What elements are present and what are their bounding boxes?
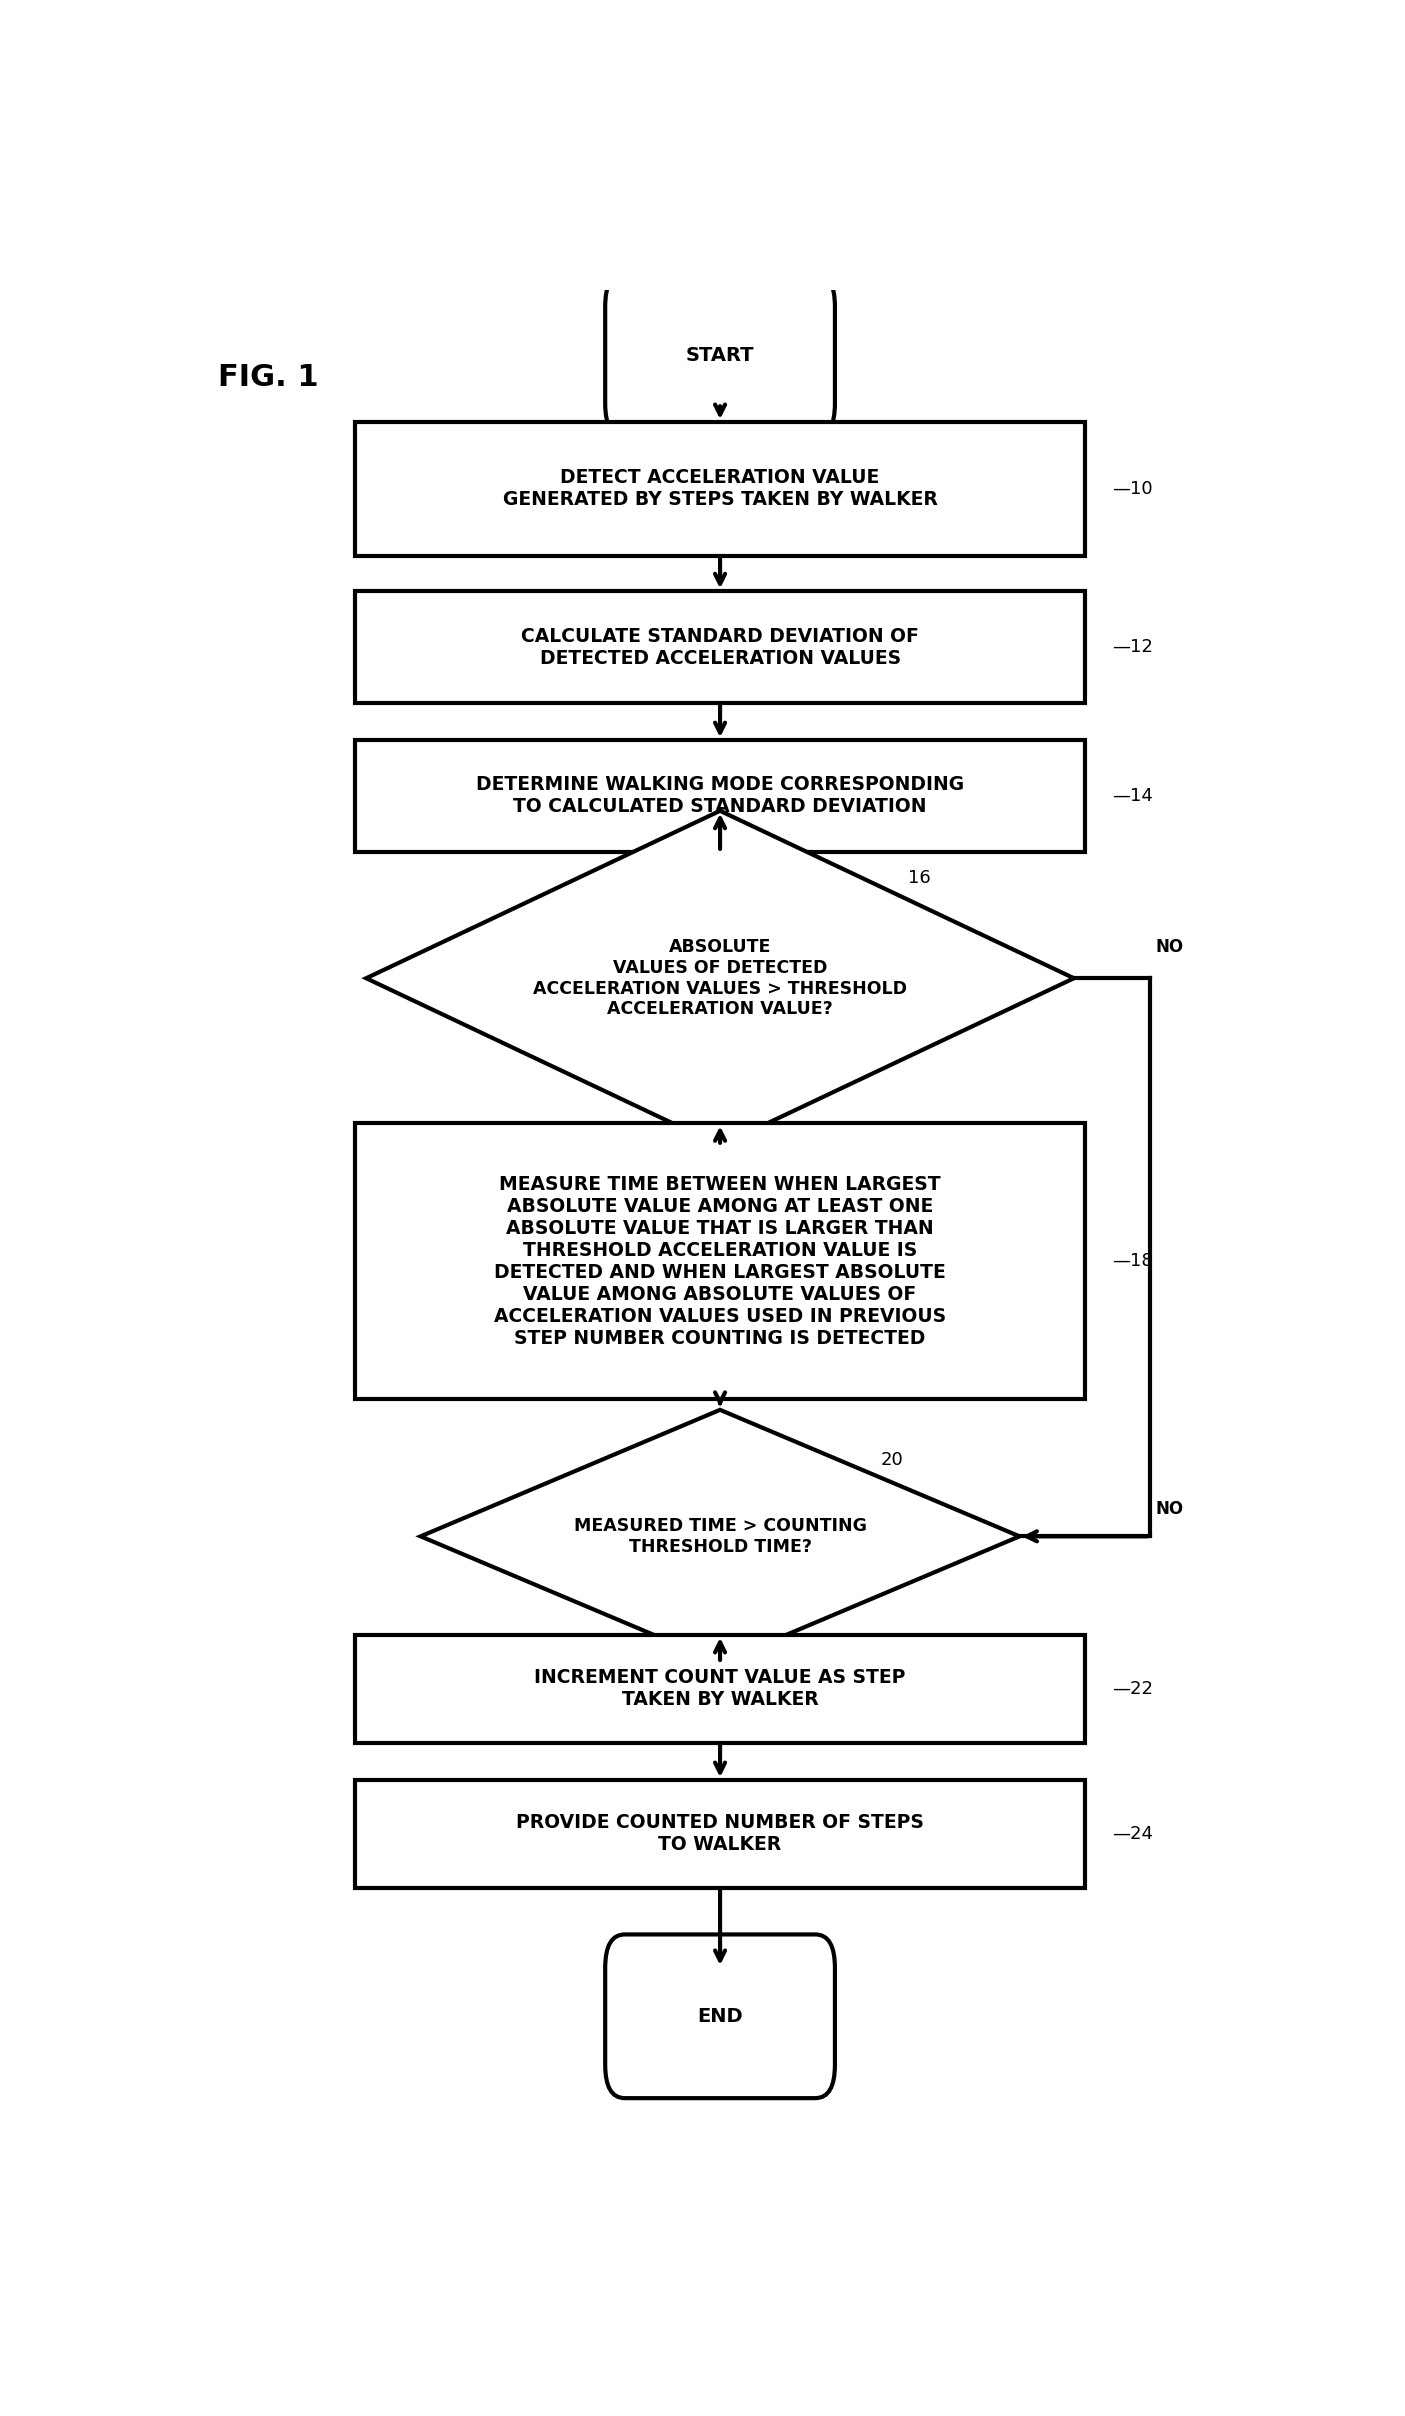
Text: INCREMENT COUNT VALUE AS STEP
TAKEN BY WALKER: INCREMENT COUNT VALUE AS STEP TAKEN BY W… <box>534 1669 906 1711</box>
Polygon shape <box>367 812 1073 1145</box>
Text: 16: 16 <box>908 870 930 887</box>
Text: —18: —18 <box>1113 1251 1154 1271</box>
Text: PROVIDE COUNTED NUMBER OF STEPS
TO WALKER: PROVIDE COUNTED NUMBER OF STEPS TO WALKE… <box>516 1814 924 1855</box>
Text: YES: YES <box>739 1677 776 1696</box>
Text: MEASURED TIME > COUNTING
THRESHOLD TIME?: MEASURED TIME > COUNTING THRESHOLD TIME? <box>573 1517 867 1556</box>
FancyBboxPatch shape <box>355 739 1085 853</box>
FancyBboxPatch shape <box>606 1935 835 2097</box>
Text: END: END <box>697 2008 743 2025</box>
Text: DETECT ACCELERATION VALUE
GENERATED BY STEPS TAKEN BY WALKER: DETECT ACCELERATION VALUE GENERATED BY S… <box>503 469 937 510</box>
Text: ABSOLUTE
VALUES OF DETECTED
ACCELERATION VALUES > THRESHOLD
ACCELERATION VALUE?: ABSOLUTE VALUES OF DETECTED ACCELERATION… <box>532 937 908 1020</box>
FancyBboxPatch shape <box>355 1123 1085 1399</box>
Text: —10: —10 <box>1113 481 1152 498</box>
Text: NO: NO <box>1156 937 1184 957</box>
Text: —12: —12 <box>1113 638 1154 657</box>
Text: START: START <box>686 345 754 365</box>
Text: FIG. 1: FIG. 1 <box>218 362 319 391</box>
Text: —24: —24 <box>1113 1824 1154 1843</box>
FancyBboxPatch shape <box>606 273 835 437</box>
Text: —22: —22 <box>1113 1679 1154 1698</box>
FancyBboxPatch shape <box>355 423 1085 556</box>
FancyBboxPatch shape <box>355 1781 1085 1887</box>
Text: YES: YES <box>739 1165 776 1181</box>
Text: NO: NO <box>1156 1500 1184 1517</box>
Text: MEASURE TIME BETWEEN WHEN LARGEST
ABSOLUTE VALUE AMONG AT LEAST ONE
ABSOLUTE VAL: MEASURE TIME BETWEEN WHEN LARGEST ABSOLU… <box>495 1174 946 1348</box>
Polygon shape <box>420 1411 1020 1662</box>
Text: —14: —14 <box>1113 788 1154 805</box>
Text: DETERMINE WALKING MODE CORRESPONDING
TO CALCULATED STANDARD DEVIATION: DETERMINE WALKING MODE CORRESPONDING TO … <box>476 776 964 817</box>
Text: 20: 20 <box>881 1452 903 1469</box>
FancyBboxPatch shape <box>355 1636 1085 1742</box>
Text: CALCULATE STANDARD DEVIATION OF
DETECTED ACCELERATION VALUES: CALCULATE STANDARD DEVIATION OF DETECTED… <box>521 626 919 667</box>
FancyBboxPatch shape <box>355 592 1085 703</box>
